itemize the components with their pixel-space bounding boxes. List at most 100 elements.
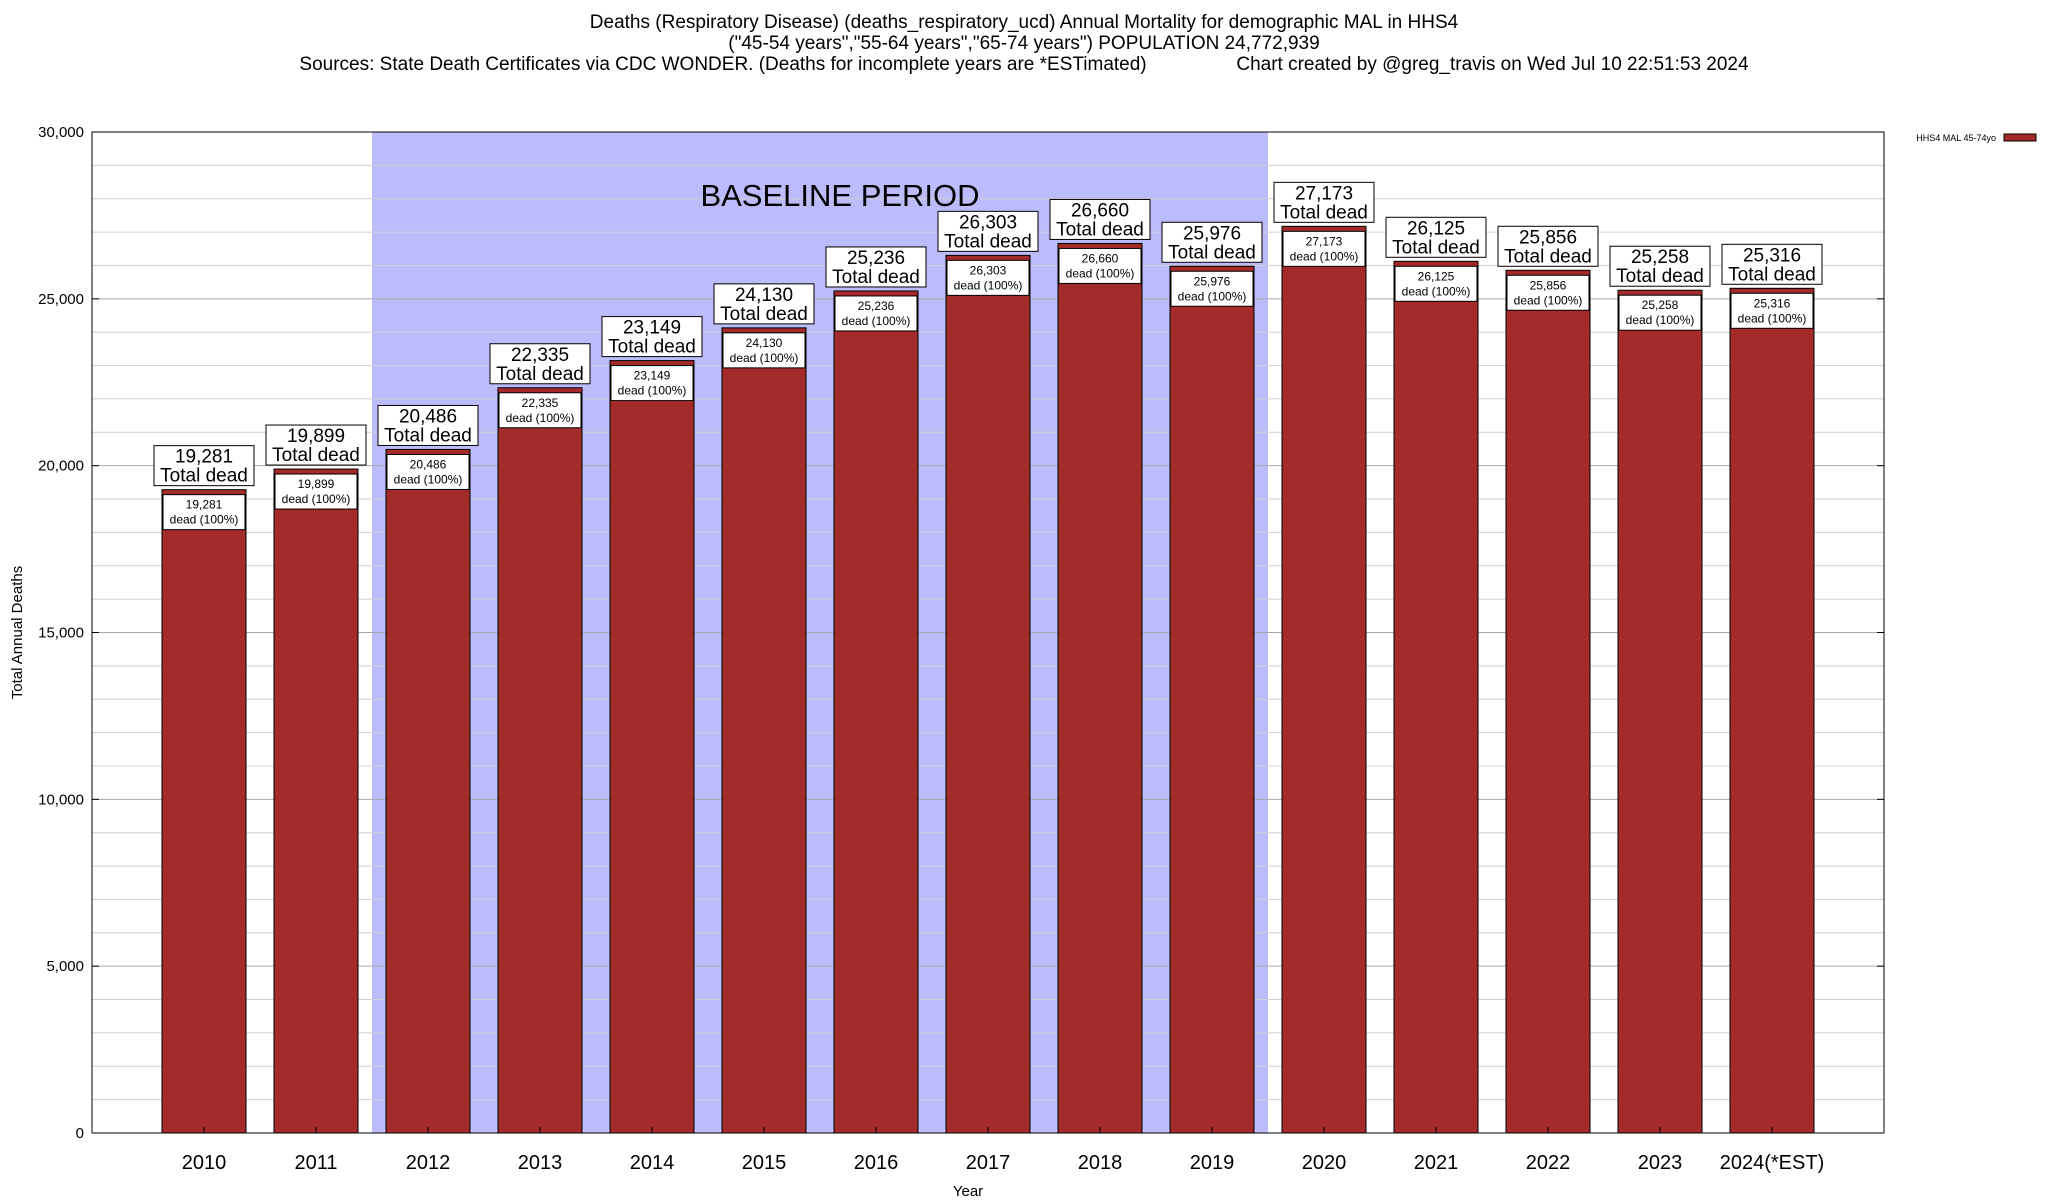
inner-pct-label: dead (100%): [618, 384, 687, 398]
chart-title: Deaths (Respiratory Disease) (deaths_res…: [0, 12, 2048, 75]
bar-2021: [1393, 260, 1479, 1134]
inner-pct-label: dead (100%): [394, 472, 463, 486]
y-tick-label: 10,000: [38, 791, 84, 808]
total-dead-label: Total dead: [832, 267, 920, 288]
legend-label: HHS4 MAL 45-74yo: [1916, 133, 1996, 143]
y-tick-label: 30,000: [38, 124, 84, 141]
title-line-3: Sources: State Death Certificates via CD…: [299, 54, 1749, 75]
inner-pct-label: dead (100%): [1290, 249, 1359, 263]
total-dead-label: Total dead: [1056, 219, 1144, 240]
total-value-label: 26,125: [1407, 218, 1465, 239]
x-tick-label: 2020: [1302, 1152, 1347, 1174]
inner-pct-label: dead (100%): [1514, 293, 1583, 307]
inner-pct-label: dead (100%): [1738, 311, 1807, 325]
bar-2018: [1057, 242, 1143, 1134]
bar-2023: [1617, 289, 1703, 1134]
bar-2020: [1281, 225, 1367, 1134]
inner-value-label: 25,976: [1194, 274, 1231, 288]
bar-2013: [497, 387, 583, 1134]
y-tick-label: 5,000: [46, 958, 84, 975]
inner-value-label: 26,125: [1418, 269, 1455, 283]
y-tick-label: 25,000: [38, 291, 84, 308]
total-value-label: 27,173: [1295, 183, 1353, 204]
total-value-label: 26,303: [959, 212, 1017, 233]
inner-label-box: [1058, 247, 1142, 284]
title-line-1: Deaths (Respiratory Disease) (deaths_res…: [589, 12, 1459, 33]
inner-label-box: [1618, 294, 1702, 331]
total-value-label: 25,976: [1183, 223, 1241, 244]
bar-2022: [1505, 269, 1591, 1134]
total-dead-label: Total dead: [1616, 266, 1704, 287]
total-label-box: [601, 316, 703, 358]
total-label-box: [1385, 216, 1487, 258]
y-tick-label: 20,000: [38, 458, 84, 475]
total-label-box: [825, 246, 927, 288]
inner-label-box: [162, 494, 246, 531]
total-label-box: [713, 283, 815, 325]
x-tick-label: 2019: [1190, 1152, 1235, 1174]
bar-2019: [1169, 265, 1255, 1134]
inner-pct-label: dead (100%): [506, 411, 575, 425]
x-tick-label: 2011: [294, 1152, 337, 1174]
inner-pct-label: dead (100%): [1066, 266, 1135, 280]
total-dead-label: Total dead: [1392, 237, 1480, 258]
total-dead-label: Total dead: [1504, 246, 1592, 267]
bar-2016: [833, 290, 919, 1134]
total-label-box: [1273, 181, 1375, 223]
inner-value-label: 26,660: [1082, 251, 1119, 265]
total-dead-label: Total dead: [1168, 242, 1256, 263]
total-value-label: 24,130: [735, 285, 793, 306]
inner-pct-label: dead (100%): [954, 278, 1023, 292]
total-label-box: [1161, 221, 1263, 263]
inner-value-label: 27,173: [1306, 234, 1343, 248]
total-value-label: 23,149: [623, 318, 681, 339]
x-tick-label: 2012: [406, 1152, 451, 1174]
total-value-label: 22,335: [511, 345, 569, 366]
total-dead-label: Total dead: [384, 425, 472, 446]
legend-swatch: [2003, 133, 2037, 142]
bar-2017: [945, 254, 1031, 1134]
inner-label-box: [1730, 292, 1814, 329]
total-dead-label: Total dead: [160, 466, 248, 487]
inner-value-label: 23,149: [634, 369, 671, 383]
bar-2012: [385, 448, 471, 1134]
total-dead-label: Total dead: [272, 445, 360, 466]
inner-value-label: 24,130: [746, 336, 783, 350]
bar-2010: [161, 489, 247, 1134]
total-label-box: [1049, 198, 1151, 240]
inner-pct-label: dead (100%): [282, 492, 351, 506]
bar-2014: [609, 360, 695, 1134]
inner-label-box: [946, 259, 1030, 296]
total-value-label: 25,258: [1631, 247, 1689, 268]
inner-label-box: [1506, 274, 1590, 311]
inner-value-label: 19,899: [298, 477, 335, 491]
y-tick-label: 15,000: [38, 625, 84, 642]
inner-value-label: 26,303: [970, 263, 1007, 277]
total-label-box: [937, 210, 1039, 252]
inner-pct-label: dead (100%): [1402, 284, 1471, 298]
total-dead-label: Total dead: [1728, 264, 1816, 285]
inner-label-box: [610, 365, 694, 402]
total-label-box: [1721, 243, 1823, 285]
total-value-label: 25,856: [1519, 227, 1577, 248]
inner-value-label: 25,316: [1754, 296, 1791, 310]
inner-label-box: [722, 332, 806, 369]
y-axis-label: Total Annual Deaths: [9, 566, 26, 699]
plot-frame: [91, 131, 1885, 1134]
x-tick-label: 2016: [854, 1152, 899, 1174]
x-tick-label: 2021: [1414, 1152, 1459, 1174]
inner-label-box: [1394, 265, 1478, 302]
inner-label-box: [834, 295, 918, 332]
y-tick-label: 0: [76, 1125, 84, 1142]
x-tick-label: 2014: [630, 1152, 675, 1174]
total-label-box: [377, 404, 479, 446]
x-tick-label: 2010: [182, 1152, 227, 1174]
x-tick-label: 2018: [1078, 1152, 1123, 1174]
total-value-label: 25,236: [847, 248, 905, 269]
baseline-label: BASELINE PERIOD: [700, 178, 979, 213]
total-value-label: 19,281: [175, 447, 233, 468]
inner-pct-label: dead (100%): [1178, 289, 1247, 303]
x-tick-label: 2013: [518, 1152, 563, 1174]
bar-2011: [273, 468, 359, 1134]
